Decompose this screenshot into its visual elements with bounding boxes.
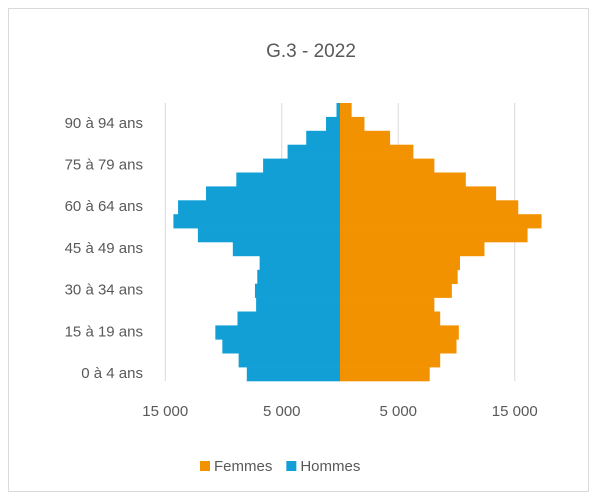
y-tick-label: 15 à 19 ans xyxy=(65,323,143,340)
bar xyxy=(340,311,441,326)
bar xyxy=(178,200,340,215)
bar xyxy=(238,353,340,368)
y-tick-label: 60 à 64 ans xyxy=(65,198,143,215)
legend-label: Hommes xyxy=(300,458,360,475)
bar xyxy=(340,172,466,187)
x-tick-label: 15 000 xyxy=(142,403,188,420)
bar xyxy=(340,242,485,257)
y-tick-label: 45 à 49 ans xyxy=(65,240,143,257)
legend-swatch xyxy=(200,461,210,471)
legend-swatch xyxy=(286,461,297,471)
bar xyxy=(340,297,435,312)
bar xyxy=(340,214,542,229)
bar xyxy=(340,325,459,340)
bar xyxy=(340,255,460,271)
bar xyxy=(215,325,340,340)
bar xyxy=(340,103,352,118)
legend-label: Femmes xyxy=(214,458,272,475)
bar xyxy=(340,144,414,159)
y-tick-label: 90 à 94 ans xyxy=(65,115,143,132)
x-tick-label: 5 000 xyxy=(379,403,417,420)
bar xyxy=(256,297,340,312)
bar xyxy=(254,283,340,298)
bar xyxy=(232,242,340,257)
bar xyxy=(340,200,519,215)
bar xyxy=(236,172,340,187)
bar xyxy=(287,144,340,159)
bar xyxy=(237,311,340,326)
bar xyxy=(340,130,391,145)
bar xyxy=(336,103,340,118)
chart-title: G.3 - 2022 xyxy=(266,41,356,62)
bar xyxy=(340,339,457,354)
bar xyxy=(340,116,365,132)
bar xyxy=(340,353,441,368)
x-tick-label: 5 000 xyxy=(263,403,301,420)
y-tick-label: 30 à 34 ans xyxy=(65,282,143,299)
y-tick-label: 75 à 79 ans xyxy=(65,157,143,174)
bar xyxy=(259,255,340,271)
y-tick-label: 0 à 4 ans xyxy=(81,365,143,382)
bar xyxy=(222,339,340,354)
bar xyxy=(246,367,340,382)
bar xyxy=(340,228,528,243)
bar xyxy=(340,367,430,382)
bar xyxy=(340,269,458,284)
bar xyxy=(206,186,340,201)
bar xyxy=(263,158,340,173)
bar xyxy=(257,269,340,284)
bar xyxy=(197,228,340,243)
bar xyxy=(173,214,340,229)
bar xyxy=(340,186,497,201)
bar xyxy=(326,116,340,132)
x-tick-label: 15 000 xyxy=(492,403,538,420)
bar xyxy=(340,283,452,298)
bar xyxy=(306,130,340,145)
bar xyxy=(340,158,435,173)
